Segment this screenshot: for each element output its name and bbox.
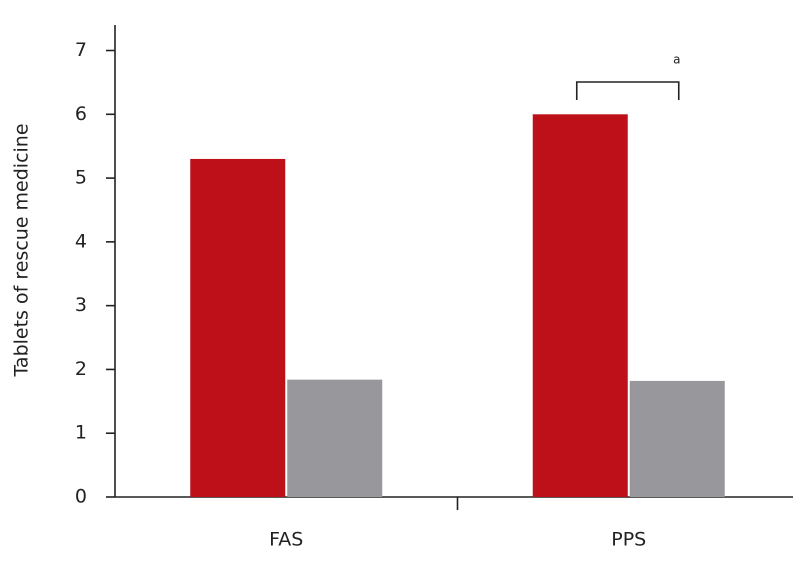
y-tick-label: 2	[75, 358, 87, 380]
bar	[190, 158, 286, 497]
y-tick-label: 0	[75, 486, 87, 508]
x-tick-label: FAS	[269, 529, 303, 551]
annotation: a	[673, 53, 680, 67]
x-tick-label: PPS	[611, 529, 646, 551]
bar	[629, 380, 725, 497]
y-tick-label: 7	[75, 39, 87, 61]
bar	[532, 114, 628, 497]
significance-bracket	[575, 81, 680, 100]
y-tick-label: 5	[75, 167, 87, 189]
y-tick-label: 4	[75, 230, 87, 252]
y-axis-label: Tablets of rescue medicine	[11, 123, 33, 377]
y-tick-label: 1	[75, 422, 87, 444]
y-tick-label: 3	[75, 294, 87, 316]
bar	[287, 379, 383, 497]
y-tick-label: 6	[75, 103, 87, 125]
